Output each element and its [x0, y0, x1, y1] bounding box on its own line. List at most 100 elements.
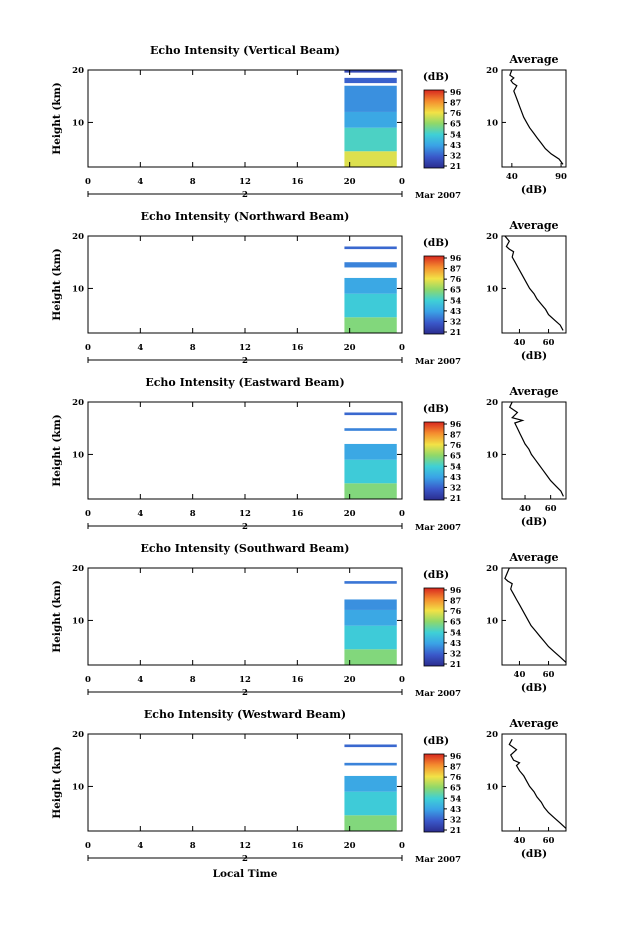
date-marker: 2 [242, 356, 248, 366]
x-tick-label: 4 [137, 509, 143, 519]
profile-y-tick-label: 20 [486, 564, 498, 574]
panel-title: Echo Intensity (Northward Beam) [141, 210, 350, 223]
y-tick-label: 10 [72, 616, 84, 626]
x-tick-label: 0 [399, 177, 405, 187]
profile-y-tick-label: 10 [486, 118, 498, 128]
x-tick-label: 0 [399, 343, 405, 353]
x-tick-label: 20 [344, 509, 356, 519]
date-marker: 2 [242, 688, 248, 698]
colorbar-tick-label: 65 [450, 451, 461, 461]
y-tick-label: 20 [72, 564, 84, 574]
x-tick-label: 16 [291, 841, 303, 851]
x-tick-label: 0 [85, 509, 91, 519]
colorbar-tick-label: 54 [450, 793, 462, 803]
profile-y-tick-label: 10 [486, 284, 498, 294]
x-tick-label: 16 [291, 675, 303, 685]
date-label: Mar 2007 [415, 523, 461, 533]
date-marker: 2 [242, 522, 248, 532]
echo-layer [344, 111, 397, 128]
echo-layer [344, 127, 397, 152]
y-tick-label: 10 [72, 284, 84, 294]
profile-title: Average [508, 219, 558, 232]
profile-x-label: (dB) [521, 848, 547, 860]
echo-layer [344, 85, 397, 112]
colorbar-tick-label: 21 [450, 659, 461, 669]
colorbar-tick-label: 54 [450, 627, 462, 637]
panel-0: Echo Intensity (Vertical Beam)2010Height… [51, 44, 567, 201]
echo-layer [344, 151, 397, 167]
profile-x-tick-label: 40 [514, 670, 526, 680]
colorbar-tick-label: 87 [450, 430, 461, 440]
x-tick-label: 12 [239, 509, 251, 519]
colorbar-tick-label: 96 [450, 87, 462, 97]
profile-x-tick-label: 40 [514, 836, 526, 846]
colorbar-tick-label: 21 [450, 161, 461, 171]
echo-layer [344, 459, 397, 484]
y-axis-label: Height (km) [51, 82, 63, 154]
x-tick-label: 8 [190, 841, 196, 851]
x-tick-label: 4 [137, 177, 143, 187]
profile-y-tick-label: 20 [486, 730, 498, 740]
profile-frame [501, 401, 567, 500]
colorbar-tick-label: 96 [450, 253, 462, 263]
echo-layer [344, 293, 397, 318]
date-marker: 2 [242, 190, 248, 200]
y-tick-label: 20 [72, 398, 84, 408]
x-tick-label: 0 [85, 343, 91, 353]
echo-layer [344, 815, 397, 831]
x-tick-label: 20 [344, 675, 356, 685]
panel-title: Echo Intensity (Southward Beam) [141, 542, 350, 555]
panel-title: Echo Intensity (Westward Beam) [144, 708, 346, 721]
profile-y-tick-label: 10 [486, 450, 498, 460]
profile-line [509, 69, 564, 165]
profile-frame [501, 235, 567, 334]
colorbar-tick-label: 65 [450, 119, 461, 129]
colorbar [423, 753, 445, 833]
y-tick-label: 10 [72, 450, 84, 460]
profile-x-tick-label: 60 [543, 338, 555, 348]
colorbar-tick-label: 65 [450, 783, 461, 793]
echo-layer [344, 412, 397, 416]
colorbar-tick-label: 76 [450, 772, 462, 782]
colorbar-tick-label: 76 [450, 606, 462, 616]
x-axis-label: Local Time [213, 868, 278, 880]
profile-frame [501, 69, 567, 168]
profile-y-tick-label: 20 [486, 232, 498, 242]
profile-line [504, 235, 564, 331]
profile-x-tick-label: 60 [543, 836, 555, 846]
date-marker: 2 [242, 854, 248, 864]
colorbar-tick-label: 87 [450, 596, 461, 606]
echo-layer [344, 483, 397, 499]
colorbar-tick-label: 21 [450, 493, 461, 503]
colorbar-tick-label: 96 [450, 751, 462, 761]
x-tick-label: 4 [137, 675, 143, 685]
x-tick-label: 8 [190, 177, 196, 187]
profile-y-tick-label: 10 [486, 782, 498, 792]
profile-y-tick-label: 20 [486, 398, 498, 408]
colorbar-tick-label: 65 [450, 285, 461, 295]
date-label: Mar 2007 [415, 855, 461, 865]
colorbar-tick-label: 96 [450, 419, 462, 429]
x-tick-label: 0 [399, 675, 405, 685]
colorbar-tick-label: 32 [450, 150, 461, 160]
colorbar-tick-label: 54 [450, 295, 462, 305]
echo-layer [344, 599, 397, 610]
echo-layer [344, 625, 397, 650]
colorbar [423, 255, 445, 335]
panel-1: Echo Intensity (Northward Beam)2010Heigh… [51, 210, 567, 367]
profile-x-label: (dB) [521, 350, 547, 362]
x-tick-label: 12 [239, 675, 251, 685]
colorbar-tick-label: 21 [450, 327, 461, 337]
echo-layer [344, 317, 397, 333]
x-tick-label: 20 [344, 841, 356, 851]
echo-layer [344, 744, 397, 748]
colorbar-tick-label: 65 [450, 617, 461, 627]
colorbar-tick-label: 76 [450, 274, 462, 284]
colorbar-tick-label: 87 [450, 264, 461, 274]
date-label: Mar 2007 [415, 689, 461, 699]
x-tick-label: 0 [399, 509, 405, 519]
profile-x-tick-label: 90 [555, 172, 567, 182]
colorbar-tick-label: 32 [450, 814, 461, 824]
x-tick-label: 12 [239, 841, 251, 851]
